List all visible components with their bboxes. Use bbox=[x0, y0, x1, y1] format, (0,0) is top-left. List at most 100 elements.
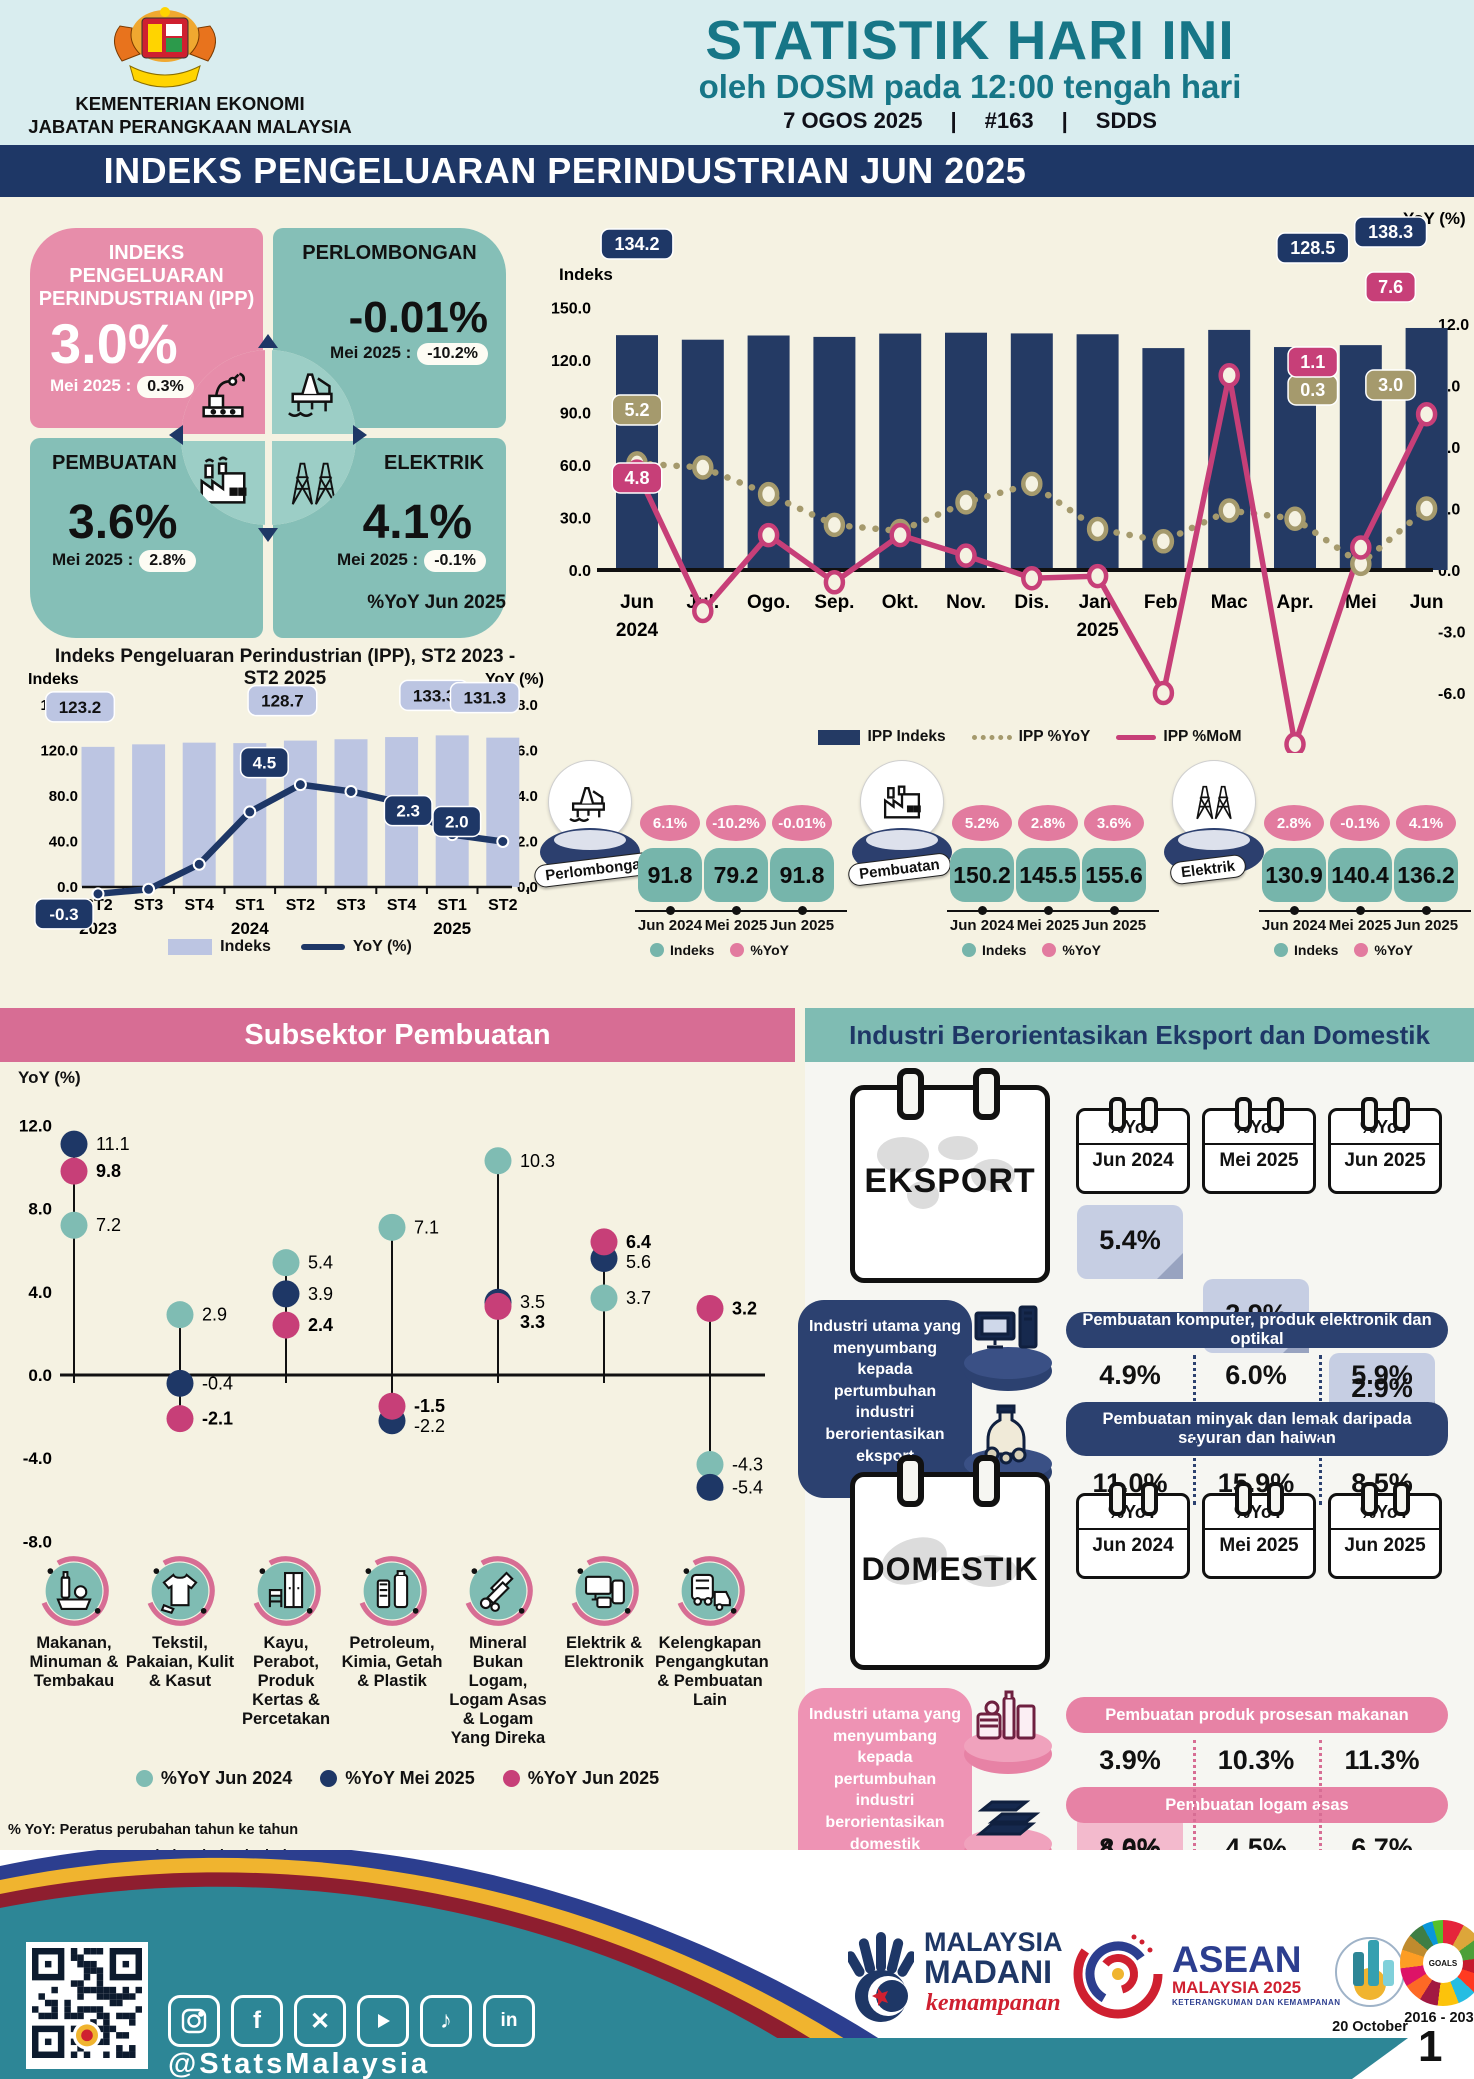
subsector-chart: 12.0 8.0 4.0 0.0 -4.0 -8.0 11.1 9.8 7.2 2.9 -0.4 -2… bbox=[19, 1116, 765, 1548]
yoy-badge: 2.8% bbox=[1264, 805, 1324, 841]
wheel-marker-bottom bbox=[258, 528, 278, 542]
svg-text:2.0: 2.0 bbox=[445, 813, 469, 832]
x-twitter-icon[interactable]: ✕ bbox=[294, 1995, 346, 2047]
timeline-dot bbox=[732, 906, 741, 915]
calendar-ring bbox=[1141, 1097, 1158, 1131]
pylon-icon bbox=[1172, 760, 1256, 844]
total-value: 5.4% bbox=[1099, 1225, 1161, 1255]
wheel-marker-left bbox=[169, 425, 183, 445]
bar-swatch bbox=[818, 729, 861, 745]
indeks-swatch bbox=[1274, 943, 1288, 957]
computer-icon bbox=[962, 1295, 1054, 1398]
col-tag: %YoY bbox=[1360, 1502, 1410, 1522]
tiktok-icon[interactable]: ♪ bbox=[420, 1995, 472, 2047]
svg-text:-6.0: -6.0 bbox=[1438, 686, 1466, 703]
svg-text:3.0: 3.0 bbox=[1378, 375, 1403, 395]
svg-text:128.7: 128.7 bbox=[261, 692, 304, 711]
textile-icon bbox=[145, 1556, 215, 1626]
svg-text:ST1: ST1 bbox=[235, 897, 264, 914]
legend-label: %YoY Mei 2025 bbox=[345, 1768, 475, 1788]
monthly-ipp-chart: 0.030.060.090.0120.0150.0Indeks12.09.06.… bbox=[551, 209, 1469, 753]
category-label: Mineral Bukan Logam, Logam Asas & Logam … bbox=[449, 1634, 547, 1747]
total-value: 2.9% bbox=[1351, 1373, 1413, 1403]
instagram-icon[interactable] bbox=[168, 1995, 220, 2047]
line-dot-swatch bbox=[300, 944, 345, 950]
svg-text:Ogo.: Ogo. bbox=[747, 592, 790, 613]
svg-text:2.0: 2.0 bbox=[517, 834, 538, 851]
period-label: Mei 2025 bbox=[1016, 917, 1080, 934]
elektrik-label: ELEKTRIK bbox=[384, 452, 484, 474]
jun2024-swatch bbox=[135, 1770, 153, 1787]
svg-text:5.4: 5.4 bbox=[308, 1253, 333, 1273]
social-icons: f ✕ ♪ in bbox=[168, 1995, 535, 2047]
legend-label: IPP Indeks bbox=[867, 728, 946, 745]
svg-text:-8.0: -8.0 bbox=[23, 1532, 52, 1548]
yoy-badge: 3.6% bbox=[1084, 805, 1144, 841]
domestik-title: DOMESTIK bbox=[861, 1551, 1039, 1587]
linkedin-icon[interactable]: in bbox=[483, 1995, 535, 2047]
yoy-badge: -0.01% bbox=[772, 805, 832, 841]
svg-text:Feb.: Feb. bbox=[1144, 592, 1183, 613]
svg-text:0.0: 0.0 bbox=[57, 879, 78, 896]
page-subtitle: oleh DOSM pada 12:00 tengah hari bbox=[698, 68, 1242, 105]
yoy-swatch bbox=[1042, 943, 1057, 957]
malaysia-map-watermark bbox=[881, 1537, 1017, 1587]
calendar-ring bbox=[973, 1455, 1000, 1507]
sdg-wheel-icon: GOALS bbox=[1400, 1920, 1474, 2006]
jun2025-swatch bbox=[502, 1770, 520, 1787]
facebook-icon[interactable]: f bbox=[231, 1995, 283, 2047]
asean-text: ASEAN bbox=[1172, 1939, 1302, 1980]
pembuatan-label: PEMBUATAN bbox=[52, 452, 177, 474]
svg-text:7.6: 7.6 bbox=[1378, 277, 1403, 297]
domestik-row1-value: 11.3% bbox=[1344, 1745, 1420, 1775]
svg-text:Jun: Jun bbox=[1410, 592, 1444, 613]
svg-text:2.3: 2.3 bbox=[396, 802, 420, 821]
stamp-top bbox=[554, 830, 626, 850]
svg-text:ST4: ST4 bbox=[185, 897, 214, 914]
yoy-swatch bbox=[730, 943, 745, 957]
sector-card-elektrik: Elektrik 2.8% -0.1% 4.1% 130.9 140.4 136… bbox=[1164, 750, 1474, 985]
ministry-line1: KEMENTERIAN EKONOMI bbox=[75, 93, 305, 114]
svg-text:Jun: Jun bbox=[620, 592, 654, 613]
svg-text:4.0: 4.0 bbox=[517, 788, 538, 805]
eksport-row1-value: 5.9% bbox=[1351, 1360, 1413, 1390]
svg-text:2025: 2025 bbox=[433, 919, 471, 938]
ipp-label: INDEKS PENGELUARAN PERINDUSTRIAN (IPP) bbox=[38, 242, 255, 310]
svg-text:3.9: 3.9 bbox=[308, 1284, 333, 1304]
sector-icon-wheel bbox=[181, 350, 356, 525]
svg-text:Nov.: Nov. bbox=[946, 592, 986, 613]
sdg-years: 2016 - 2030 bbox=[1404, 2010, 1474, 2026]
social-handle[interactable]: @StatsMalaysia bbox=[168, 2048, 431, 2079]
calendar-ring bbox=[1361, 1482, 1378, 1516]
yoy-badge: 4.1% bbox=[1396, 805, 1456, 841]
domestik-calendar: DOMESTIK bbox=[850, 1455, 1050, 1670]
calendar-ring bbox=[1109, 1097, 1126, 1131]
domestik-row2-label: Pembuatan logam asas bbox=[1066, 1787, 1448, 1823]
food-beverage-icon bbox=[39, 1556, 109, 1626]
col-period: Jun 2024 bbox=[1079, 1143, 1187, 1172]
timeline-dot bbox=[1044, 906, 1053, 915]
yoy-swatch bbox=[1354, 943, 1369, 957]
col-period: Jun 2025 bbox=[1331, 1528, 1439, 1557]
svg-text:ST2: ST2 bbox=[286, 897, 315, 914]
calendar-ring bbox=[897, 1455, 924, 1507]
svg-text:-2.2: -2.2 bbox=[414, 1416, 445, 1436]
timeline bbox=[1259, 910, 1471, 912]
yoy-badge: 6.1% bbox=[640, 805, 700, 841]
pembuatan-prev-value: 2.8% bbox=[139, 550, 196, 572]
svg-text:Mei: Mei bbox=[1345, 592, 1377, 613]
world-map-watermark bbox=[877, 1136, 1015, 1209]
col-head-jun2024: %YoY Jun 2024 bbox=[1076, 1482, 1190, 1579]
category-label: Kelengkapan Pengangkutan & Pembuatan Lai… bbox=[655, 1634, 769, 1709]
sdg-center-label: GOALS bbox=[1423, 1943, 1463, 1983]
youtube-icon[interactable] bbox=[357, 1995, 409, 2047]
col-tag: %YoY bbox=[1108, 1502, 1158, 1522]
svg-text:80.0: 80.0 bbox=[49, 788, 78, 805]
category-label: Tekstil, Pakaian, Kulit & Kasut bbox=[125, 1634, 235, 1690]
legend-label: Indeks bbox=[670, 942, 715, 958]
indeks-swatch bbox=[650, 943, 664, 957]
svg-text:0.0: 0.0 bbox=[569, 563, 591, 580]
asean-sub: MALAYSIA 2025 bbox=[1172, 1978, 1302, 1997]
legend-label: Indeks bbox=[220, 938, 271, 955]
